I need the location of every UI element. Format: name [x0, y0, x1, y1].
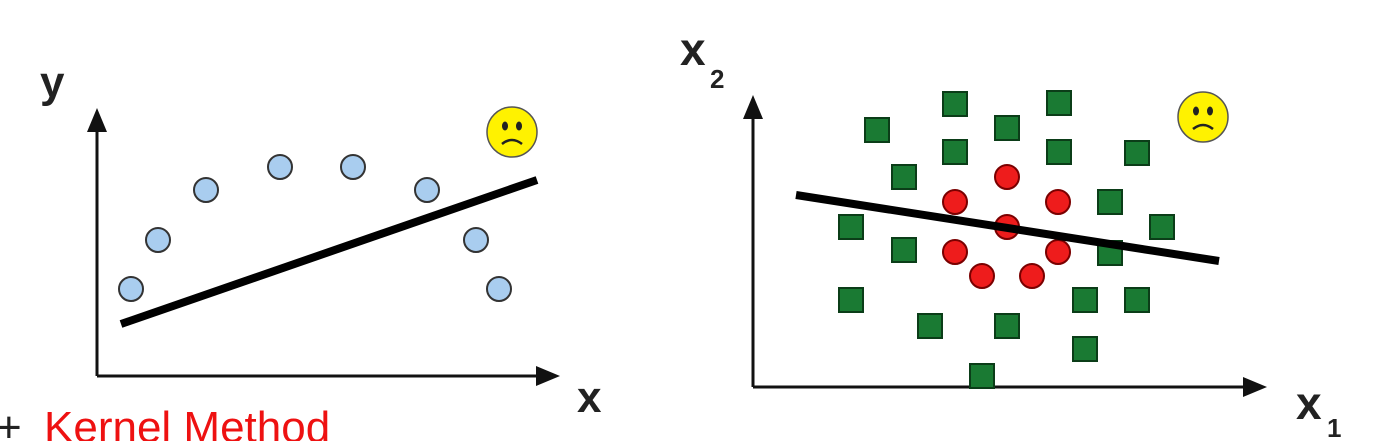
right-y-axis-label: x [680, 23, 706, 75]
red-circle [969, 263, 995, 289]
green-squares [838, 90, 1175, 389]
sad-face-icon [486, 106, 538, 158]
green-square [1149, 214, 1175, 240]
bottom-caption: + Kernel Method [0, 402, 1383, 441]
sad-face-icon [1177, 91, 1229, 143]
left-y-axis-label: y [40, 58, 65, 107]
blue-data-point [340, 154, 366, 180]
right-x-axis-arrowhead [1243, 377, 1267, 397]
red-circle [942, 239, 968, 265]
right-y-axis-arrowhead [743, 95, 763, 119]
right-x-axis-label: x [1296, 377, 1322, 429]
green-square [994, 313, 1020, 339]
right-panel: x 2 x 1 [680, 23, 1341, 441]
blue-data-point [118, 276, 144, 302]
red-circle [994, 164, 1020, 190]
green-square [1124, 287, 1150, 313]
green-square [994, 115, 1020, 141]
blue-data-points [118, 154, 512, 302]
left-panel: y x [40, 58, 602, 422]
right-x-axis-subscript: 1 [1327, 413, 1341, 441]
red-circle [1045, 239, 1071, 265]
left-x-axis-arrowhead [536, 366, 560, 386]
red-circle [942, 189, 968, 215]
blue-data-point [463, 227, 489, 253]
linear-separator-line [795, 191, 1220, 265]
red-circles [942, 164, 1071, 289]
green-square [891, 237, 917, 263]
green-square [838, 214, 864, 240]
blue-data-point [486, 276, 512, 302]
red-circle [1019, 263, 1045, 289]
regression-line [119, 176, 539, 328]
green-square [1124, 140, 1150, 166]
left-y-axis-arrowhead [87, 108, 107, 132]
right-y-axis-subscript: 2 [710, 64, 724, 94]
green-square [891, 164, 917, 190]
blue-data-point [145, 227, 171, 253]
red-circle [1045, 189, 1071, 215]
green-square [1072, 336, 1098, 362]
green-square [942, 91, 968, 117]
green-square [969, 363, 995, 389]
green-square [838, 287, 864, 313]
bottom-caption-bullet: + [0, 403, 22, 441]
left-x-axis-label: x [577, 373, 602, 422]
green-square [917, 313, 943, 339]
green-square [864, 117, 890, 143]
blue-data-point [267, 154, 293, 180]
green-square [1097, 189, 1123, 215]
green-square [1046, 139, 1072, 165]
green-square [1046, 90, 1072, 116]
blue-data-point [193, 177, 219, 203]
green-square [1072, 287, 1098, 313]
bottom-caption-text: Kernel Method [44, 403, 331, 441]
green-square [942, 139, 968, 165]
blue-data-point [414, 177, 440, 203]
